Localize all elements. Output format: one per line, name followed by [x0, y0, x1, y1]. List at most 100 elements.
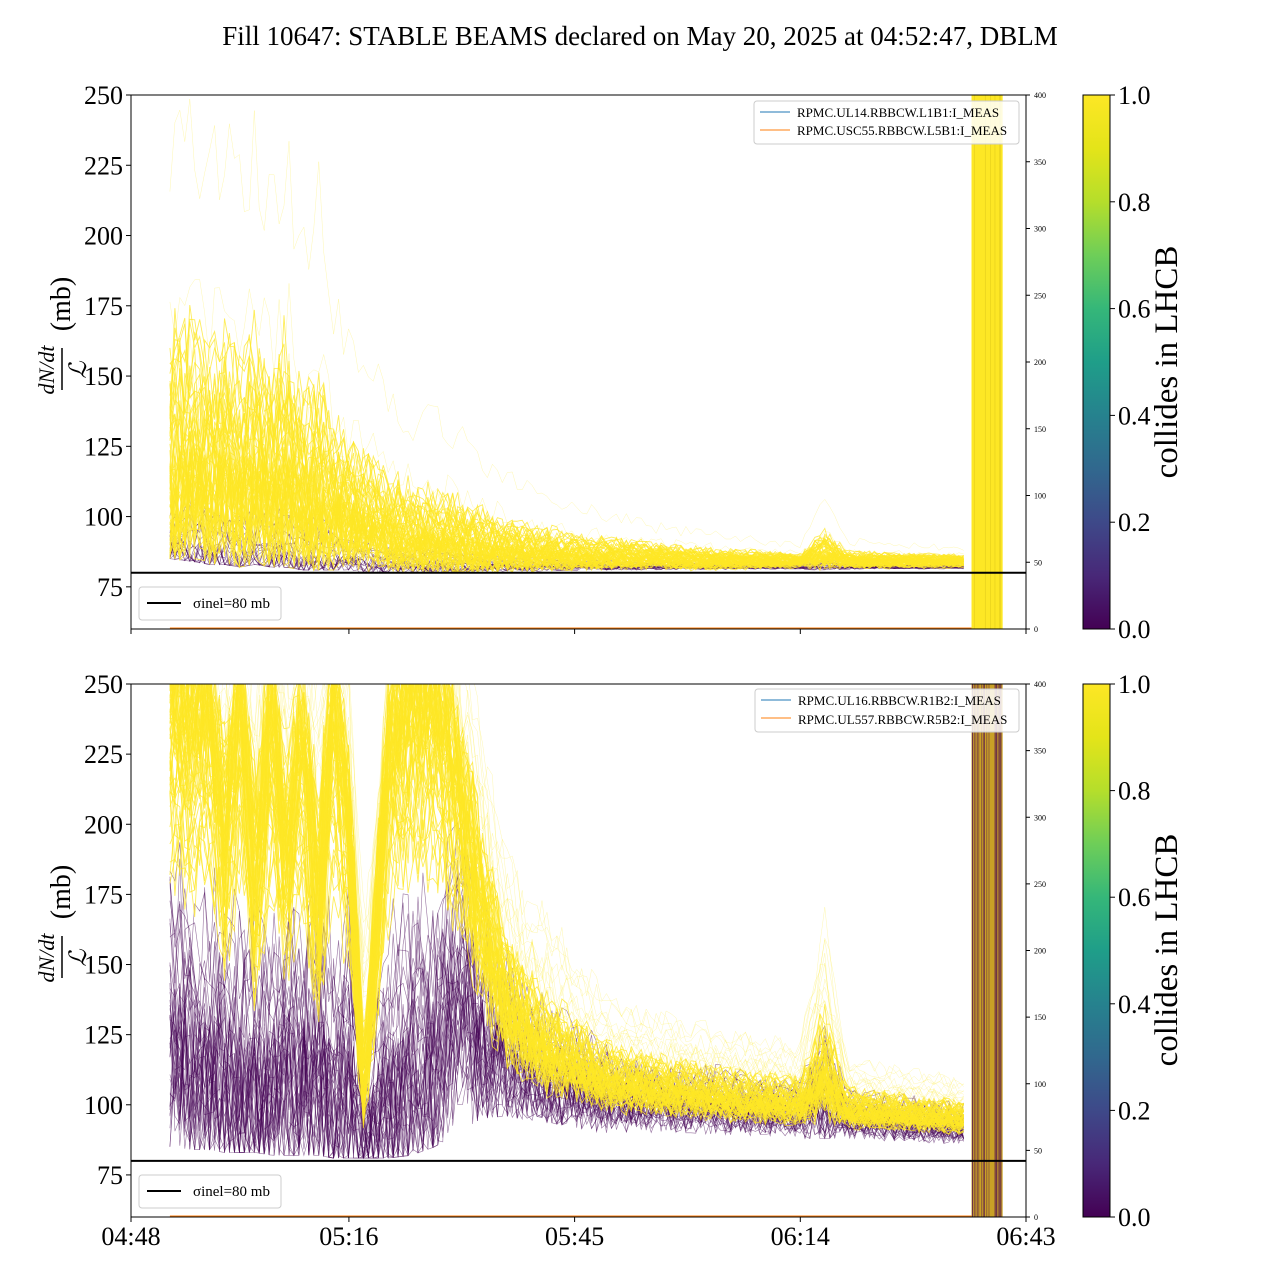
- colorbar-tick-label: 0.0: [1118, 615, 1151, 644]
- ytick-label: 175: [84, 292, 123, 321]
- colorbar-tick-label: 0.2: [1118, 1096, 1151, 1125]
- ylabel-numerator-top: dN/dt: [34, 345, 59, 395]
- right-tick-label: 300: [1034, 813, 1046, 822]
- sigma-legend-top: σinel=80 mb: [138, 586, 282, 621]
- ylabel-denominator-bottom: ℒ: [66, 949, 92, 967]
- colorbar-ticks-top: 0.0 0.2 0.4 0.6 0.8 1.0: [1110, 81, 1151, 644]
- ytick-label: 225: [84, 740, 123, 769]
- xtick-label: 04:48: [101, 1222, 160, 1251]
- trace-high-collide: [169, 818, 964, 1136]
- trace-high-collide: [169, 684, 964, 1105]
- right-tick-label: 200: [1034, 947, 1046, 956]
- ytick-label: 75: [97, 573, 123, 602]
- legend-entry-top-1: RPMC.UL14.RBBCW.L1B1:I_MEAS: [797, 105, 999, 120]
- colorbar-gradient-bottom: [1082, 683, 1111, 1218]
- ytick-label: 225: [84, 151, 123, 180]
- x-ticks-bottom: 04:48 05:16 05:45 06:14 06:43: [101, 1217, 1056, 1251]
- ylabel-top: dN/dt ℒ (mb): [34, 277, 92, 395]
- right-tick-label: 400: [1034, 680, 1046, 689]
- ytick-label: 250: [84, 670, 123, 699]
- trace-high-collide: [169, 684, 964, 1116]
- ytick-label: 75: [97, 1161, 123, 1190]
- sigma-legend-label-bottom: σinel=80 mb: [193, 1184, 270, 1200]
- trace-high-collide: [169, 684, 964, 1096]
- colorbar-tick-label: 0.4: [1118, 401, 1151, 430]
- trace-high-collide: [169, 318, 964, 561]
- colorbar-gradient-top: [1082, 94, 1111, 630]
- trace-high-collide: [169, 323, 964, 561]
- legend-top: RPMC.UL14.RBBCW.L1B1:I_MEAS RPMC.USC55.R…: [753, 100, 1020, 145]
- sigma-legend-label-top: σinel=80 mb: [193, 596, 270, 612]
- beam-dump-band-top: [971, 95, 1003, 629]
- legend-entry-bottom-1: RPMC.UL16.RBBCW.R1B2:I_MEAS: [798, 693, 1001, 708]
- trace-high-collide: [169, 394, 964, 563]
- ytick-label: 150: [84, 951, 123, 980]
- colorbar-tick-label: 1.0: [1118, 81, 1151, 110]
- sigma-legend-box-top: [138, 586, 282, 621]
- panel-bottom: 75 100 125 150 175 200 225 250 0 50 100 150 200 250 3…: [34, 670, 1056, 1251]
- right-ticks-bottom: 0 50 100 150 200 250 300 350 400: [1026, 680, 1046, 1222]
- legend-bottom: RPMC.UL16.RBBCW.R1B2:I_MEAS RPMC.UL557.R…: [754, 688, 1020, 733]
- trace-low-collide: [169, 1012, 964, 1159]
- colorbar-tick-label: 0.8: [1118, 777, 1151, 806]
- trace-high-collide: [169, 684, 964, 1087]
- figure-title: Fill 10647: STABLE BEAMS declared on May…: [222, 21, 1058, 51]
- right-tick-label: 0: [1034, 625, 1038, 634]
- right-tick-label: 150: [1034, 1013, 1046, 1022]
- trace-high-collide: [169, 684, 965, 1122]
- colorbar-tick-label: 1.0: [1118, 670, 1151, 699]
- ylabel-unit-bottom: (mb): [46, 865, 77, 919]
- traces-bottom: [169, 684, 972, 1217]
- colorbar-tick-label: 0.4: [1118, 990, 1151, 1019]
- colorbar-top: 0.0 0.2 0.4 0.6 0.8 1.0 collides in LHCB: [1082, 81, 1185, 644]
- legend-entry-top-2: RPMC.USC55.RBBCW.L5B1:I_MEAS: [797, 123, 1007, 138]
- colorbar-ticks-bottom: 0.0 0.2 0.4 0.6 0.8 1.0: [1110, 670, 1151, 1232]
- trace-high-collide: [169, 684, 964, 1090]
- right-tick-label: 100: [1034, 492, 1046, 501]
- ytick-label: 150: [84, 362, 123, 391]
- xtick-label: 06:14: [771, 1222, 830, 1251]
- ytick-label: 100: [84, 503, 123, 532]
- xtick-label: 05:16: [319, 1222, 378, 1251]
- legend-box-bottom: [754, 688, 1020, 733]
- colorbar-bottom: 0.0 0.2 0.4 0.6 0.8 1.0 collides in LHCB: [1082, 670, 1185, 1232]
- right-tick-label: 50: [1034, 1146, 1042, 1155]
- ytick-label: 100: [84, 1091, 123, 1120]
- right-tick-label: 250: [1034, 880, 1046, 889]
- ytick-label: 200: [84, 222, 123, 251]
- right-tick-label: 50: [1034, 558, 1042, 567]
- dump-band-fill: [971, 95, 1003, 629]
- trace-low-collide: [169, 933, 964, 1159]
- trace-high-collide: [169, 433, 964, 571]
- ytick-label: 125: [84, 432, 123, 461]
- ylabel-denominator-top: ℒ: [66, 361, 92, 379]
- trace-low-collide: [169, 956, 964, 1159]
- colorbar-tick-label: 0.6: [1118, 295, 1151, 324]
- colorbar-tick-label: 0.8: [1118, 188, 1151, 217]
- trace-high-collide: [169, 684, 964, 1102]
- colorbar-label-bottom: collides in LHCB: [1149, 834, 1185, 1067]
- traces-top: [169, 98, 972, 629]
- y-ticks-top: 75 100 125 150 175 200 225 250: [84, 81, 131, 602]
- right-tick-label: 250: [1034, 291, 1046, 300]
- colorbar-tick-label: 0.2: [1118, 508, 1151, 537]
- trace-high-collide: [169, 684, 964, 1090]
- xtick-label: 06:43: [996, 1222, 1055, 1251]
- legend-box-top: [753, 100, 1020, 145]
- colorbar-tick-label: 0.0: [1118, 1203, 1151, 1232]
- panel-top: 75 100 125 150 175 200 225 250 0 50 100 150 200 250 3…: [34, 81, 1046, 634]
- ytick-label: 250: [84, 81, 123, 110]
- legend-entry-bottom-2: RPMC.UL557.RBBCW.R5B2:I_MEAS: [798, 712, 1007, 727]
- trace-high-collide: [169, 721, 965, 1128]
- ytick-label: 200: [84, 810, 123, 839]
- trace-high-collide: [169, 98, 964, 551]
- plot-area-bottom: [131, 684, 1026, 1217]
- right-tick-label: 0: [1034, 1213, 1038, 1222]
- trace-high-collide: [169, 451, 964, 573]
- trace-high-collide: [169, 776, 965, 1134]
- ylabel-bottom: dN/dt ℒ (mb): [34, 865, 92, 983]
- trace-high-collide: [169, 684, 965, 1124]
- right-tick-label: 100: [1034, 1080, 1046, 1089]
- trace-high-collide: [169, 684, 964, 1128]
